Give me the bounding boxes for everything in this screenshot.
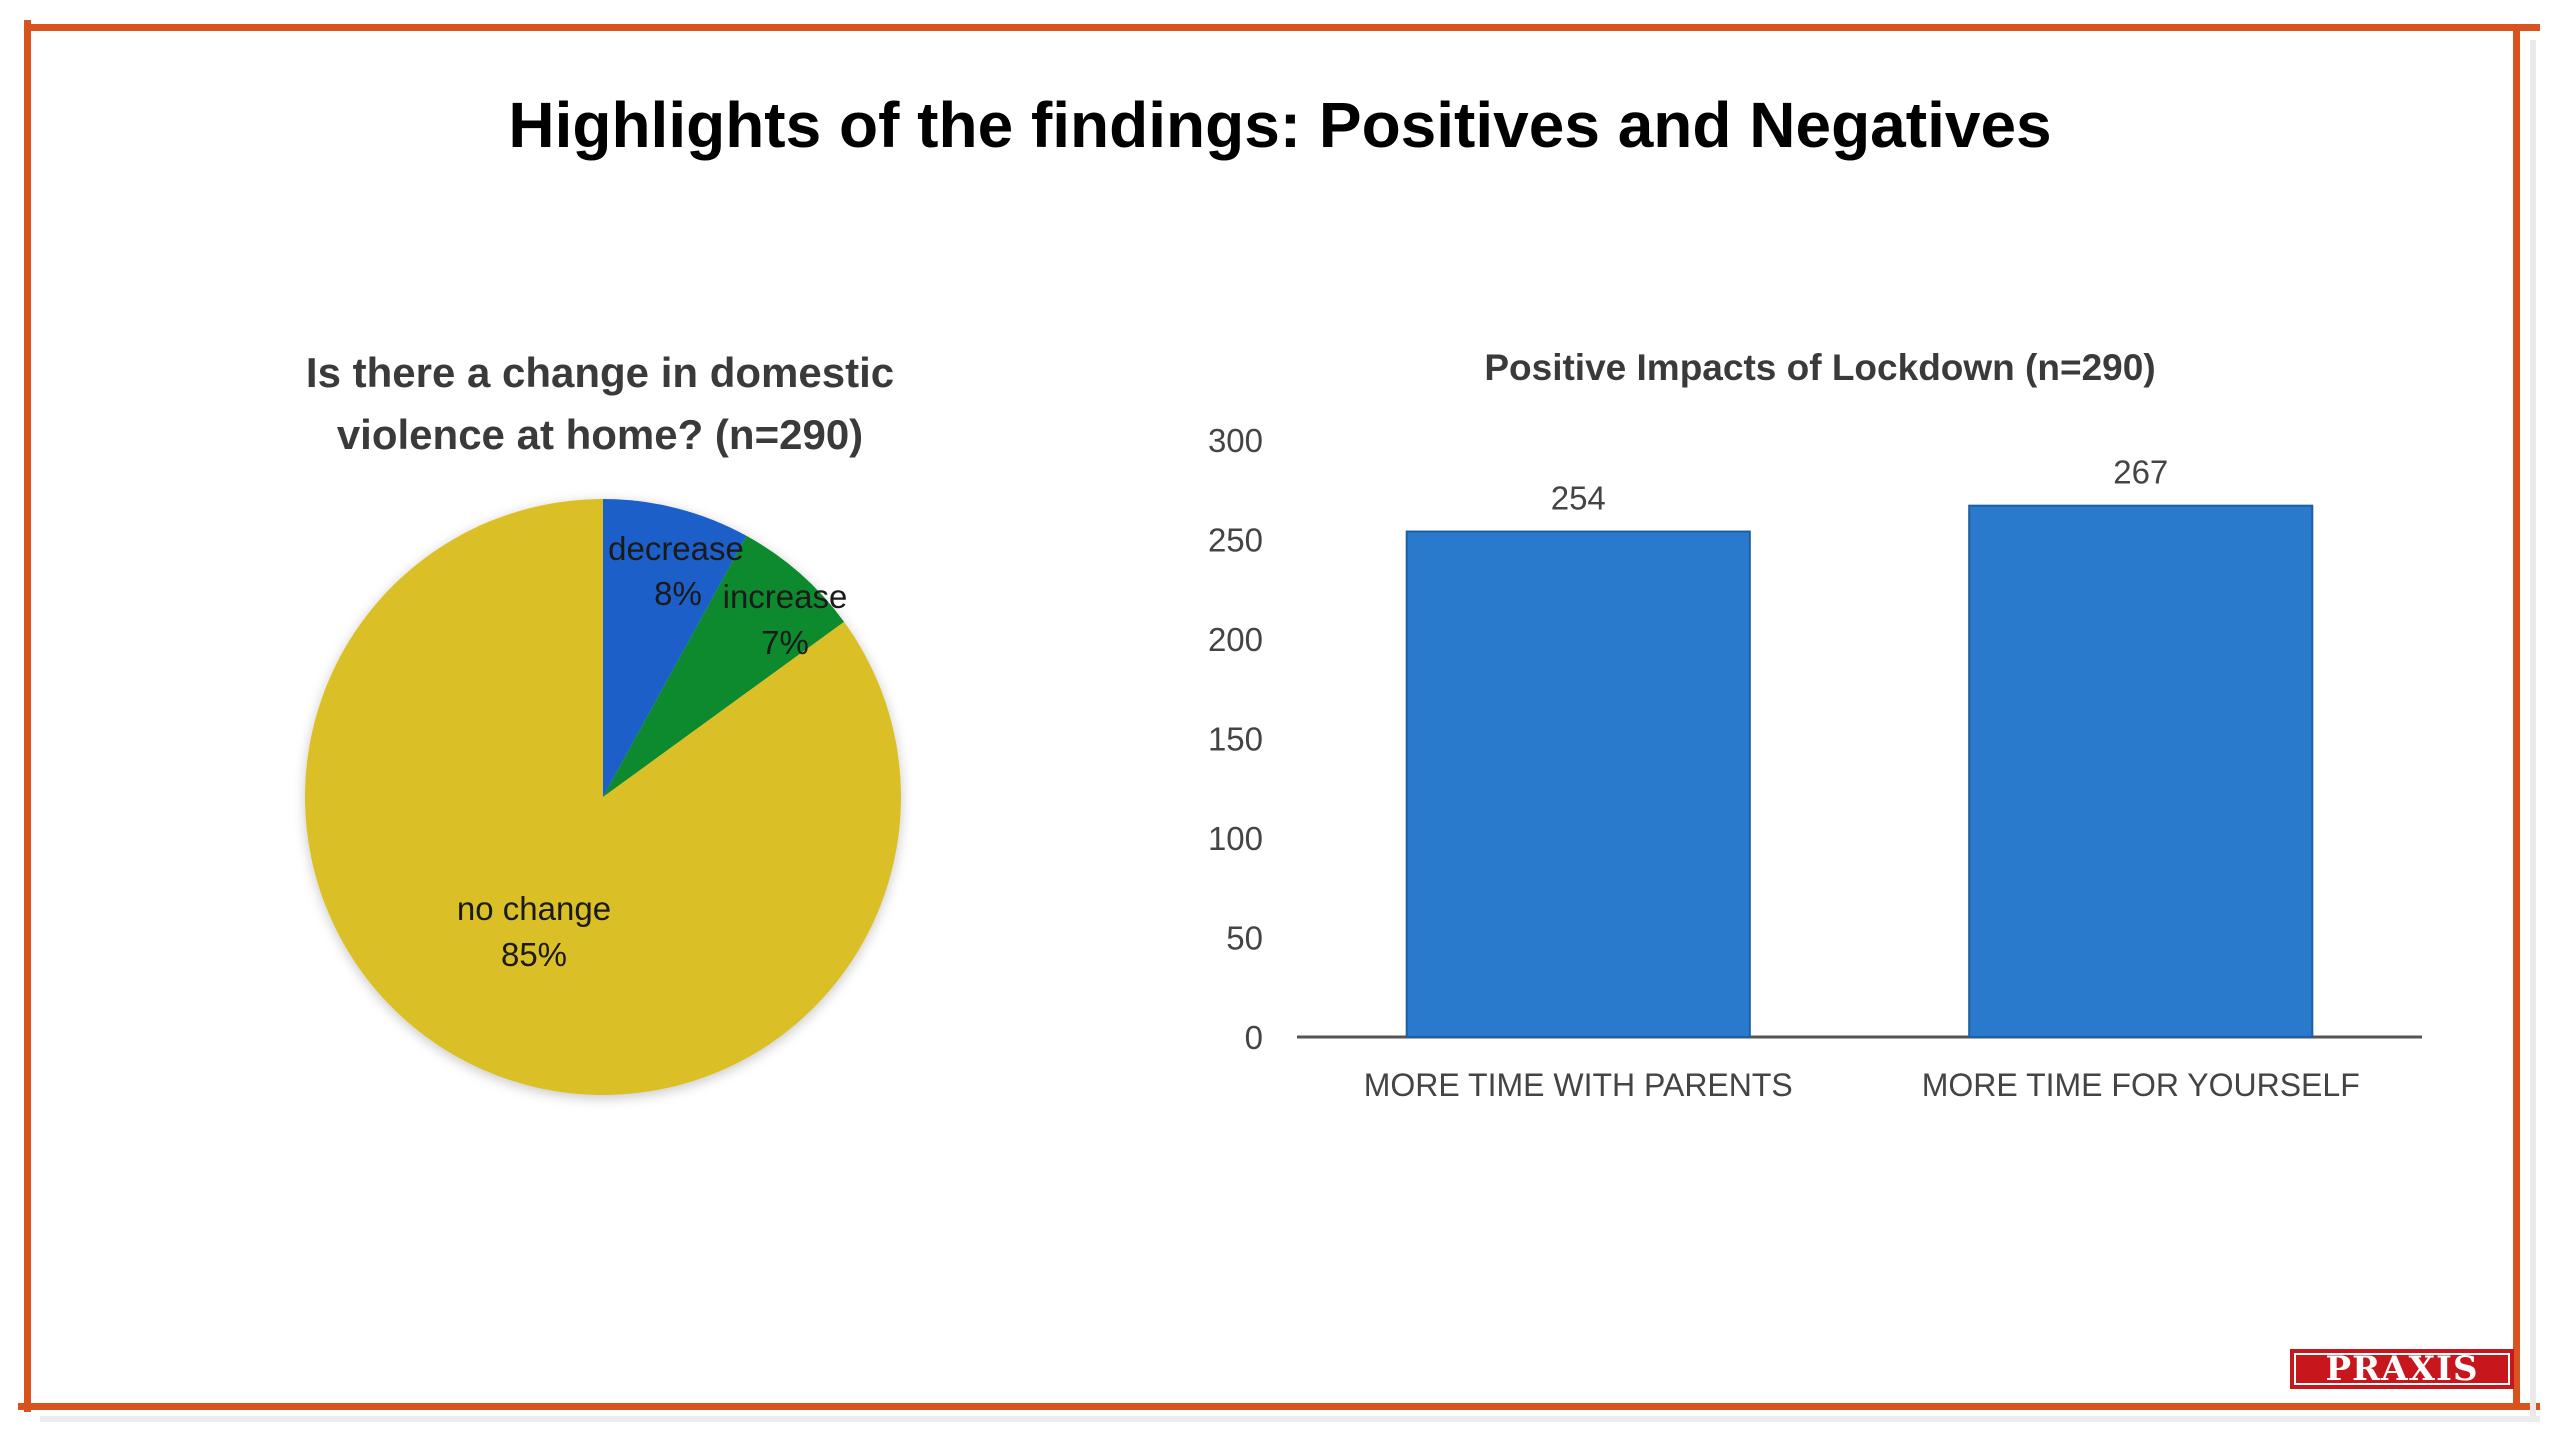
pie-slice-label: no change xyxy=(457,890,611,927)
y-tick-label: 0 xyxy=(1245,1019,1263,1056)
frame-left xyxy=(24,20,31,1412)
pie-labels: decrease 8% increase 7% no change 85% xyxy=(457,530,847,973)
frame-right xyxy=(2513,24,2520,1410)
pie-chart-title: Is there a change in domestic violence a… xyxy=(305,349,895,458)
y-tick-label: 150 xyxy=(1208,721,1263,758)
pie-slice-value: 7% xyxy=(761,624,809,661)
frame-shadow-bottom xyxy=(40,1416,2540,1422)
pie-slice-label: increase xyxy=(723,578,848,615)
bar-value-label: 254 xyxy=(1551,480,1606,517)
bar-chart: 0 50 100 150 200 250 300 254 MORE TIME WITH PARE… xyxy=(1208,422,2422,1103)
y-tick-label: 100 xyxy=(1208,820,1263,857)
y-tick-label: 50 xyxy=(1226,920,1263,957)
x-category-label: MORE TIME WITH PARENTS xyxy=(1364,1067,1793,1103)
pie-slice-label: decrease xyxy=(608,530,744,567)
praxis-logo: PRAXIS xyxy=(2290,1349,2514,1389)
pie-slice-increase xyxy=(603,535,845,797)
bar-2 xyxy=(1968,504,2314,1039)
y-tick-label: 300 xyxy=(1208,422,1263,459)
pie-chart xyxy=(305,499,901,1095)
y-tick-label: 250 xyxy=(1208,522,1263,559)
pie-slice-decrease xyxy=(603,499,747,797)
bar-chart-title: Positive Impacts of Lockdown (n=290) xyxy=(1484,347,2156,388)
frame-bottom xyxy=(18,1403,2540,1410)
slide-title: Highlights of the findings: Positives an… xyxy=(508,89,2052,161)
bar-1 xyxy=(1405,530,1751,1038)
pie-slice-value: 85% xyxy=(501,936,567,973)
frame-shadow-right xyxy=(2530,40,2536,1420)
bar-value-label: 267 xyxy=(2113,454,2168,491)
y-tick-label: 200 xyxy=(1208,621,1263,658)
x-category-label: MORE TIME FOR YOURSELF xyxy=(1922,1067,2360,1103)
pie-slice-value: 8% xyxy=(654,575,702,612)
frame-top xyxy=(24,24,2540,31)
pie-slice-no-change xyxy=(305,499,901,1095)
